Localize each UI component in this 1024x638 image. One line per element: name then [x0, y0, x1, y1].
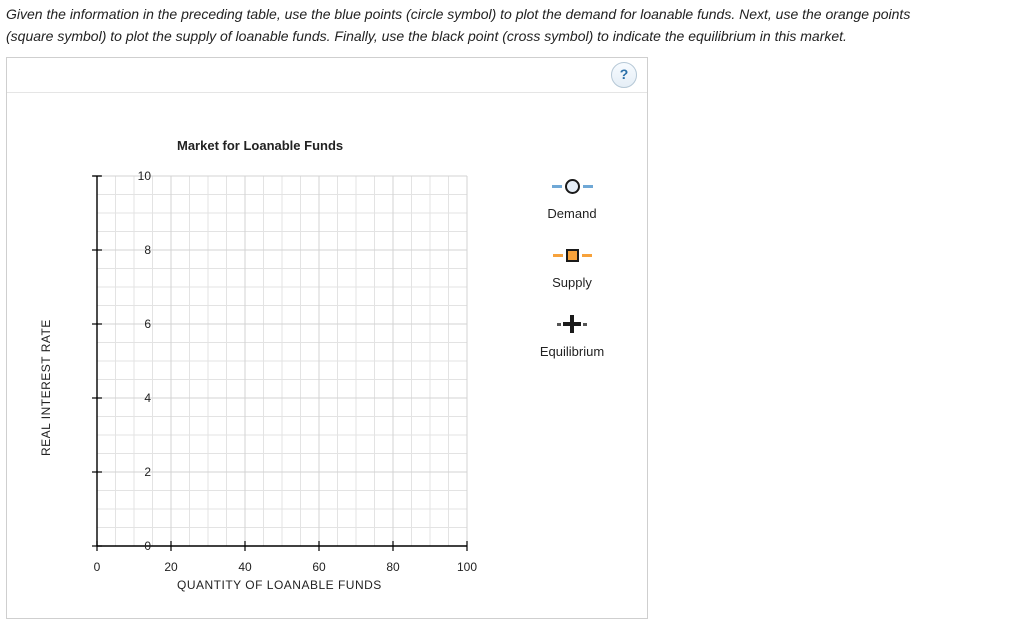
ytick-label: 0 [131, 539, 151, 553]
circle-icon [565, 179, 580, 194]
question-instructions: Given the information in the preceding t… [0, 0, 1024, 57]
legend-symbol-demand [507, 176, 637, 196]
legend-label-demand: Demand [507, 206, 637, 221]
square-line-left [553, 254, 563, 257]
help-button[interactable]: ? [611, 62, 637, 88]
ytick-label: 2 [131, 465, 151, 479]
plot-svg [87, 166, 487, 556]
xtick-label: 60 [312, 560, 325, 574]
xtick-label: 0 [94, 560, 101, 574]
plot-wrap: REAL INTEREST RATE QUANTITY OF LOANABLE … [37, 166, 507, 596]
legend: Demand Supply Equilibrium [507, 176, 637, 383]
ytick-label: 8 [131, 243, 151, 257]
y-axis-label: REAL INTEREST RATE [39, 320, 53, 457]
xtick-label: 80 [386, 560, 399, 574]
circle-line-right [583, 185, 593, 188]
legend-item-equilibrium[interactable]: Equilibrium [507, 314, 637, 359]
legend-item-demand[interactable]: Demand [507, 176, 637, 221]
instructions-line1: Given the information in the preceding t… [6, 6, 910, 22]
legend-label-equilibrium: Equilibrium [507, 344, 637, 359]
legend-label-supply: Supply [507, 275, 637, 290]
x-axis-label: QUANTITY OF LOANABLE FUNDS [177, 578, 382, 592]
cross-dash-right [583, 323, 587, 326]
ytick-label: 10 [131, 169, 151, 183]
xtick-label: 100 [457, 560, 477, 574]
cross-icon [563, 315, 581, 333]
ytick-label: 4 [131, 391, 151, 405]
circle-line-left [552, 185, 562, 188]
panel-header: ? [7, 58, 647, 93]
square-icon [566, 249, 579, 262]
legend-symbol-supply [507, 245, 637, 265]
plot-area[interactable] [87, 166, 487, 556]
instructions-line2: (square symbol) to plot the supply of lo… [6, 28, 847, 44]
ytick-label: 6 [131, 317, 151, 331]
xtick-label: 40 [238, 560, 251, 574]
legend-item-supply[interactable]: Supply [507, 245, 637, 290]
chart-title: Market for Loanable Funds [177, 138, 343, 153]
cross-dash-left [557, 323, 561, 326]
graph-panel: ? Market for Loanable Funds REAL INTERES… [6, 57, 648, 619]
square-line-right [582, 254, 592, 257]
xtick-label: 20 [164, 560, 177, 574]
legend-symbol-equilibrium [507, 314, 637, 334]
